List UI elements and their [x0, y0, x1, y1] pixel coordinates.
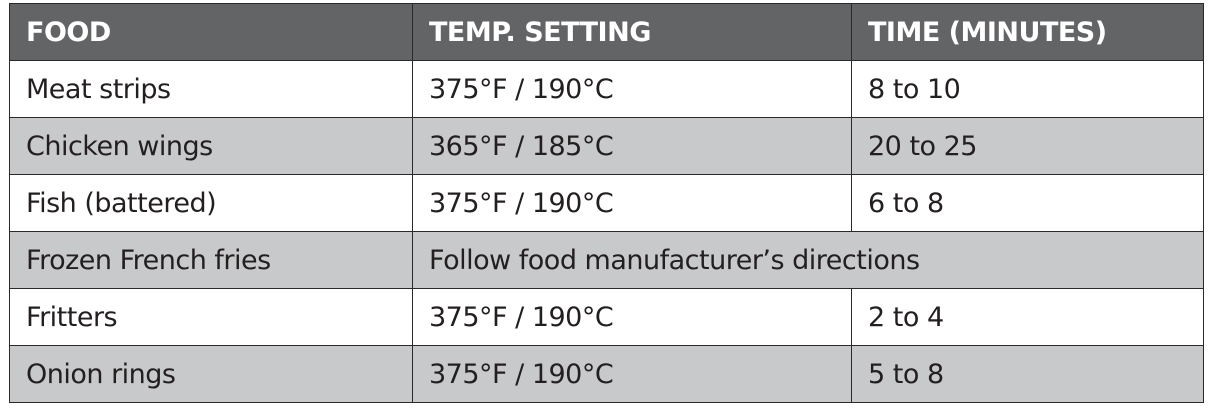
- temp-cell: 375°F / 190°C: [412, 60, 852, 118]
- header-time: TIME (MINUTES): [851, 3, 1204, 61]
- note-cell: Follow food manufacturer’s directions: [412, 231, 1204, 289]
- table-row: Fritters 375°F / 190°C 2 to 4: [9, 288, 1204, 346]
- food-cell: Frozen French fries: [9, 231, 413, 289]
- table-row: Chicken wings 365°F / 185°C 20 to 25: [9, 117, 1204, 175]
- time-cell: 2 to 4: [851, 288, 1204, 346]
- time-cell: 6 to 8: [851, 174, 1204, 232]
- food-cell: Chicken wings: [9, 117, 413, 175]
- food-cell: Meat strips: [9, 60, 413, 118]
- header-temp: TEMP. SETTING: [412, 3, 852, 61]
- food-cell: Fritters: [9, 288, 413, 346]
- time-cell: 8 to 10: [851, 60, 1204, 118]
- table-row: Onion rings 375°F / 190°C 5 to 8: [9, 345, 1204, 403]
- temp-cell: 365°F / 185°C: [412, 117, 852, 175]
- time-cell: 5 to 8: [851, 345, 1204, 403]
- temp-cell: 375°F / 190°C: [412, 288, 852, 346]
- table-row: Meat strips 375°F / 190°C 8 to 10: [9, 60, 1204, 118]
- header-row: FOOD TEMP. SETTING TIME (MINUTES): [9, 3, 1204, 61]
- table-row: Frozen French fries Follow food manufact…: [9, 231, 1204, 289]
- table-row: Fish (battered) 375°F / 190°C 6 to 8: [9, 174, 1204, 232]
- food-cell: Fish (battered): [9, 174, 413, 232]
- temp-cell: 375°F / 190°C: [412, 174, 852, 232]
- temp-cell: 375°F / 190°C: [412, 345, 852, 403]
- header-food: FOOD: [9, 3, 413, 61]
- time-cell: 20 to 25: [851, 117, 1204, 175]
- frying-chart-table: FOOD TEMP. SETTING TIME (MINUTES) Meat s…: [9, 3, 1204, 403]
- food-cell: Onion rings: [9, 345, 413, 403]
